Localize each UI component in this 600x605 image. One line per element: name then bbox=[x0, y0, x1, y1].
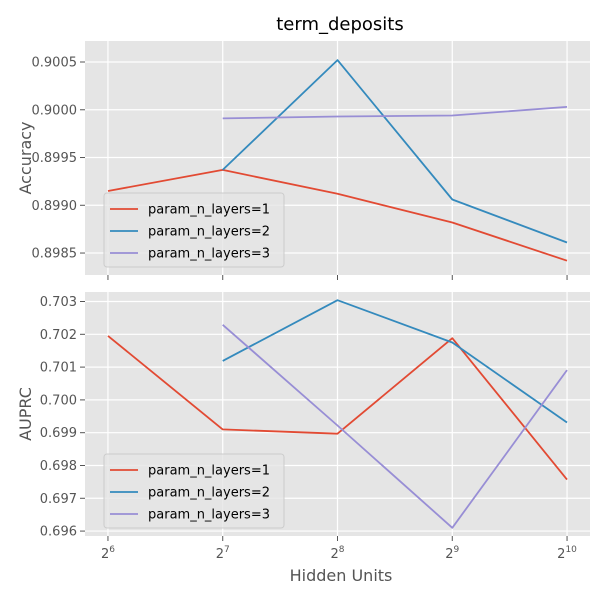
x-tick-label: 210 bbox=[557, 545, 577, 562]
chart-title: term_deposits bbox=[276, 14, 404, 35]
y-tick-label: 0.698 bbox=[40, 459, 77, 474]
series-line-3 bbox=[222, 324, 568, 529]
x-tick-label: 26 bbox=[101, 545, 115, 562]
legend: param_n_layers=1 param_n_layers=2 param_n_… bbox=[103, 192, 285, 268]
series-line-1 bbox=[107, 335, 568, 481]
series-line-1 bbox=[107, 168, 568, 262]
series-line-2 bbox=[222, 59, 568, 244]
legend-label: param_n_layers=2 bbox=[148, 486, 270, 501]
x-tick-label: 29 bbox=[445, 545, 459, 562]
legend-label: param_n_layers=1 bbox=[148, 203, 270, 218]
y-tick-label: 0.8995 bbox=[32, 151, 78, 166]
y-axis-label: Accuracy bbox=[16, 121, 35, 194]
x-tick-label: 28 bbox=[330, 545, 344, 562]
y-tick-label: 0.699 bbox=[40, 426, 77, 441]
y-tick-label: 0.701 bbox=[40, 361, 77, 376]
y-tick-label: 0.9005 bbox=[32, 56, 78, 71]
legend-box bbox=[103, 192, 285, 268]
legend-label: param_n_layers=3 bbox=[148, 247, 270, 262]
y-tick-label: 0.8990 bbox=[32, 199, 78, 214]
y-axis-label: AUPRC bbox=[16, 387, 35, 441]
y-tick-label: 0.9000 bbox=[32, 103, 78, 118]
series-line-2 bbox=[222, 299, 568, 424]
x-axis-label: Hidden Units bbox=[290, 566, 393, 585]
y-tick-label: 0.696 bbox=[40, 525, 77, 540]
legend: param_n_layers=1 param_n_layers=2 param_n_… bbox=[103, 453, 285, 529]
panel-1: 0.8985 0.8990 0.8995 0.9000 0.9005 Accuracy pa… bbox=[16, 41, 590, 280]
y-tick-label: 0.703 bbox=[40, 295, 77, 310]
plot-panels: 0.8985 0.8990 0.8995 0.9000 0.9005 Accuracy pa… bbox=[16, 41, 590, 562]
y-tick-label: 0.702 bbox=[40, 328, 77, 343]
x-tick-label: 27 bbox=[216, 545, 230, 562]
legend-box bbox=[103, 453, 285, 529]
series-line-3 bbox=[222, 106, 568, 120]
legend-label: param_n_layers=2 bbox=[148, 225, 270, 240]
x-tick-labels: 26 27 28 29 210 bbox=[101, 545, 577, 562]
y-tick-label: 0.8985 bbox=[32, 247, 78, 262]
panel-2: 0.696 0.697 0.698 0.699 0.700 0.701 0.702 0.703… bbox=[16, 292, 590, 541]
legend-label: param_n_layers=3 bbox=[148, 508, 270, 523]
y-tick-label: 0.700 bbox=[40, 393, 77, 408]
legend-label: param_n_layers=1 bbox=[148, 464, 270, 479]
y-tick-label: 0.697 bbox=[40, 492, 77, 507]
